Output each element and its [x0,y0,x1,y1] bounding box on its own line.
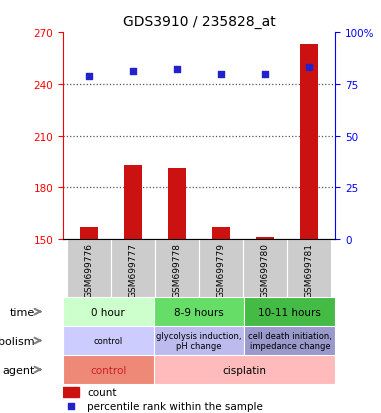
Text: glycolysis induction,
pH change: glycolysis induction, pH change [156,331,242,350]
Text: agent: agent [2,365,35,375]
Point [218,71,224,78]
FancyBboxPatch shape [154,355,335,384]
Text: GSM699781: GSM699781 [304,242,314,297]
Text: GSM699780: GSM699780 [261,242,269,297]
Bar [80,228,98,240]
Text: cell death initiation,
impedance change: cell death initiation, impedance change [248,331,332,350]
Point [130,69,136,76]
FancyBboxPatch shape [63,326,154,355]
FancyBboxPatch shape [245,326,335,355]
Bar [168,169,186,240]
FancyBboxPatch shape [154,297,245,326]
FancyBboxPatch shape [245,297,335,326]
FancyBboxPatch shape [111,240,155,297]
FancyBboxPatch shape [155,240,199,297]
Text: GSM699779: GSM699779 [216,242,226,297]
FancyBboxPatch shape [63,297,154,326]
Text: 8-9 hours: 8-9 hours [174,307,224,317]
Point [174,67,180,74]
FancyBboxPatch shape [63,355,154,384]
Text: control: control [90,365,126,375]
FancyBboxPatch shape [154,326,245,355]
Text: time: time [9,307,35,317]
Point [262,71,268,78]
Bar [212,228,230,240]
Point [86,73,92,80]
Bar [63,387,79,397]
Text: percentile rank within the sample: percentile rank within the sample [87,401,263,411]
Bar [124,166,142,240]
Point [68,402,74,409]
Text: metabolism: metabolism [0,336,35,346]
Bar [300,45,318,240]
Text: 10-11 hours: 10-11 hours [258,307,321,317]
Text: 0 hour: 0 hour [91,307,125,317]
Text: cisplatin: cisplatin [223,365,266,375]
Text: GSM699778: GSM699778 [173,242,182,297]
Text: count: count [87,387,117,397]
Point [306,65,312,71]
Text: GSM699777: GSM699777 [129,242,138,297]
FancyBboxPatch shape [199,240,243,297]
FancyBboxPatch shape [67,240,111,297]
Text: control: control [94,336,123,345]
FancyBboxPatch shape [243,240,287,297]
Bar [256,238,274,240]
Title: GDS3910 / 235828_at: GDS3910 / 235828_at [123,15,275,29]
Text: GSM699776: GSM699776 [85,242,94,297]
FancyBboxPatch shape [287,240,331,297]
